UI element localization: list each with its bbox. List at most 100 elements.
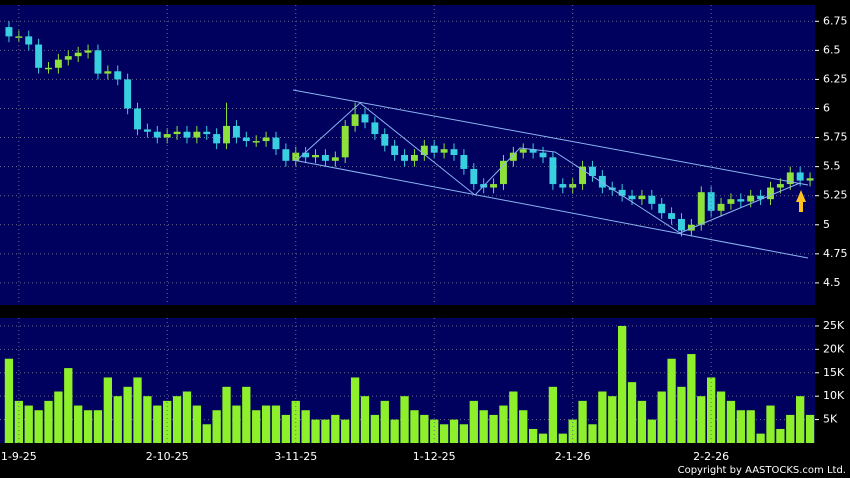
candle-body	[470, 168, 478, 185]
candle-body	[776, 184, 784, 188]
candle-body	[371, 122, 379, 135]
candle-body	[321, 155, 329, 161]
candle-body	[579, 166, 587, 185]
candle-body	[341, 125, 349, 158]
candle-body	[648, 195, 656, 204]
volume-bar	[113, 396, 122, 443]
y-tick-label: 5	[823, 218, 830, 231]
volume-bar	[192, 405, 202, 443]
zigzag	[296, 102, 801, 234]
volume-bar	[252, 410, 261, 443]
volume-bar	[558, 433, 567, 443]
volume-bar	[726, 400, 736, 443]
candle-body	[499, 160, 507, 185]
candle-body	[64, 56, 72, 60]
volume-bar	[44, 400, 53, 443]
y-tick-label: 5.25	[823, 189, 848, 202]
volume-bar	[627, 382, 637, 443]
volume-bar	[459, 424, 469, 443]
volume-bar	[637, 400, 647, 443]
volume-bar	[291, 400, 300, 443]
x-tick-label: 1-12-25	[413, 450, 456, 463]
candle-body	[54, 59, 62, 68]
volume-bar	[746, 410, 755, 443]
volume-bar	[321, 419, 330, 443]
channel-lower	[292, 159, 809, 259]
candle-body	[529, 149, 537, 153]
volume-bar	[716, 391, 726, 443]
candle-body	[94, 50, 102, 74]
volume-bar	[232, 405, 241, 443]
volume-bar	[677, 386, 686, 443]
candle-body	[143, 129, 151, 132]
y-tick-label: 6.25	[823, 72, 848, 85]
y-tick-label: 15K	[823, 366, 845, 379]
candle-body	[401, 155, 409, 161]
volume-bar	[548, 386, 558, 443]
volume-bar	[380, 400, 389, 443]
candle-body	[678, 218, 685, 231]
volume-bar	[766, 405, 775, 443]
volume-bar	[64, 368, 73, 443]
volume-bar	[697, 396, 706, 443]
volume-bar	[311, 419, 320, 443]
candle-body	[737, 199, 745, 202]
volume-bar	[528, 428, 538, 443]
candle-body	[549, 157, 557, 185]
x-tick-label: 2-1-26	[555, 450, 591, 463]
candle-body	[796, 172, 804, 181]
candle-body	[717, 203, 725, 211]
candle-body	[786, 172, 794, 185]
candle-body	[153, 131, 161, 138]
y-tick-label: 5.75	[823, 131, 848, 144]
candle-body	[252, 141, 260, 143]
volume-bar	[667, 358, 676, 443]
volume-bar	[439, 424, 449, 443]
candle-body	[351, 114, 359, 126]
volume-bar	[647, 419, 656, 443]
candle-body	[638, 195, 646, 200]
candle-body	[213, 134, 221, 144]
volume-bar	[479, 410, 488, 443]
volume-bar	[143, 396, 152, 443]
candle-body	[589, 166, 596, 176]
volume-bar	[222, 386, 231, 443]
candle-body	[114, 71, 122, 80]
y-tick-label: 25K	[823, 319, 845, 332]
arrow	[796, 190, 806, 212]
candle-body	[391, 145, 399, 155]
volume-bar	[360, 396, 370, 443]
candle-body	[74, 52, 82, 57]
y-tick-label: 4.75	[823, 247, 848, 260]
x-tick-label: 1-9-25	[1, 450, 37, 463]
candle-body	[410, 155, 418, 161]
volume-bar	[776, 428, 785, 443]
x-tick-label: 2-10-25	[146, 450, 189, 463]
volume-bar	[509, 391, 518, 443]
candle-body	[163, 134, 171, 138]
candle-body	[84, 50, 92, 53]
candle-body	[658, 203, 666, 214]
x-tick-label: 2-2-26	[693, 450, 729, 463]
candle-body	[509, 152, 517, 161]
volume-bar	[93, 410, 103, 443]
candle-body	[272, 137, 280, 150]
candle-body	[598, 175, 606, 188]
volume-bar	[14, 400, 23, 443]
volume-bar	[756, 433, 765, 443]
volume-bar	[271, 405, 281, 443]
volume-bar	[519, 410, 528, 443]
volume-bar	[568, 419, 577, 443]
volume-bar	[341, 419, 350, 443]
candle-body	[183, 131, 191, 138]
candle-body	[806, 178, 814, 181]
volume-bar	[34, 410, 43, 443]
volume-bar	[350, 377, 360, 443]
candle-body	[559, 184, 567, 188]
candle-body	[134, 108, 141, 130]
volume-bar	[133, 377, 142, 443]
candle-body	[104, 71, 112, 74]
volume-bar	[400, 396, 409, 443]
